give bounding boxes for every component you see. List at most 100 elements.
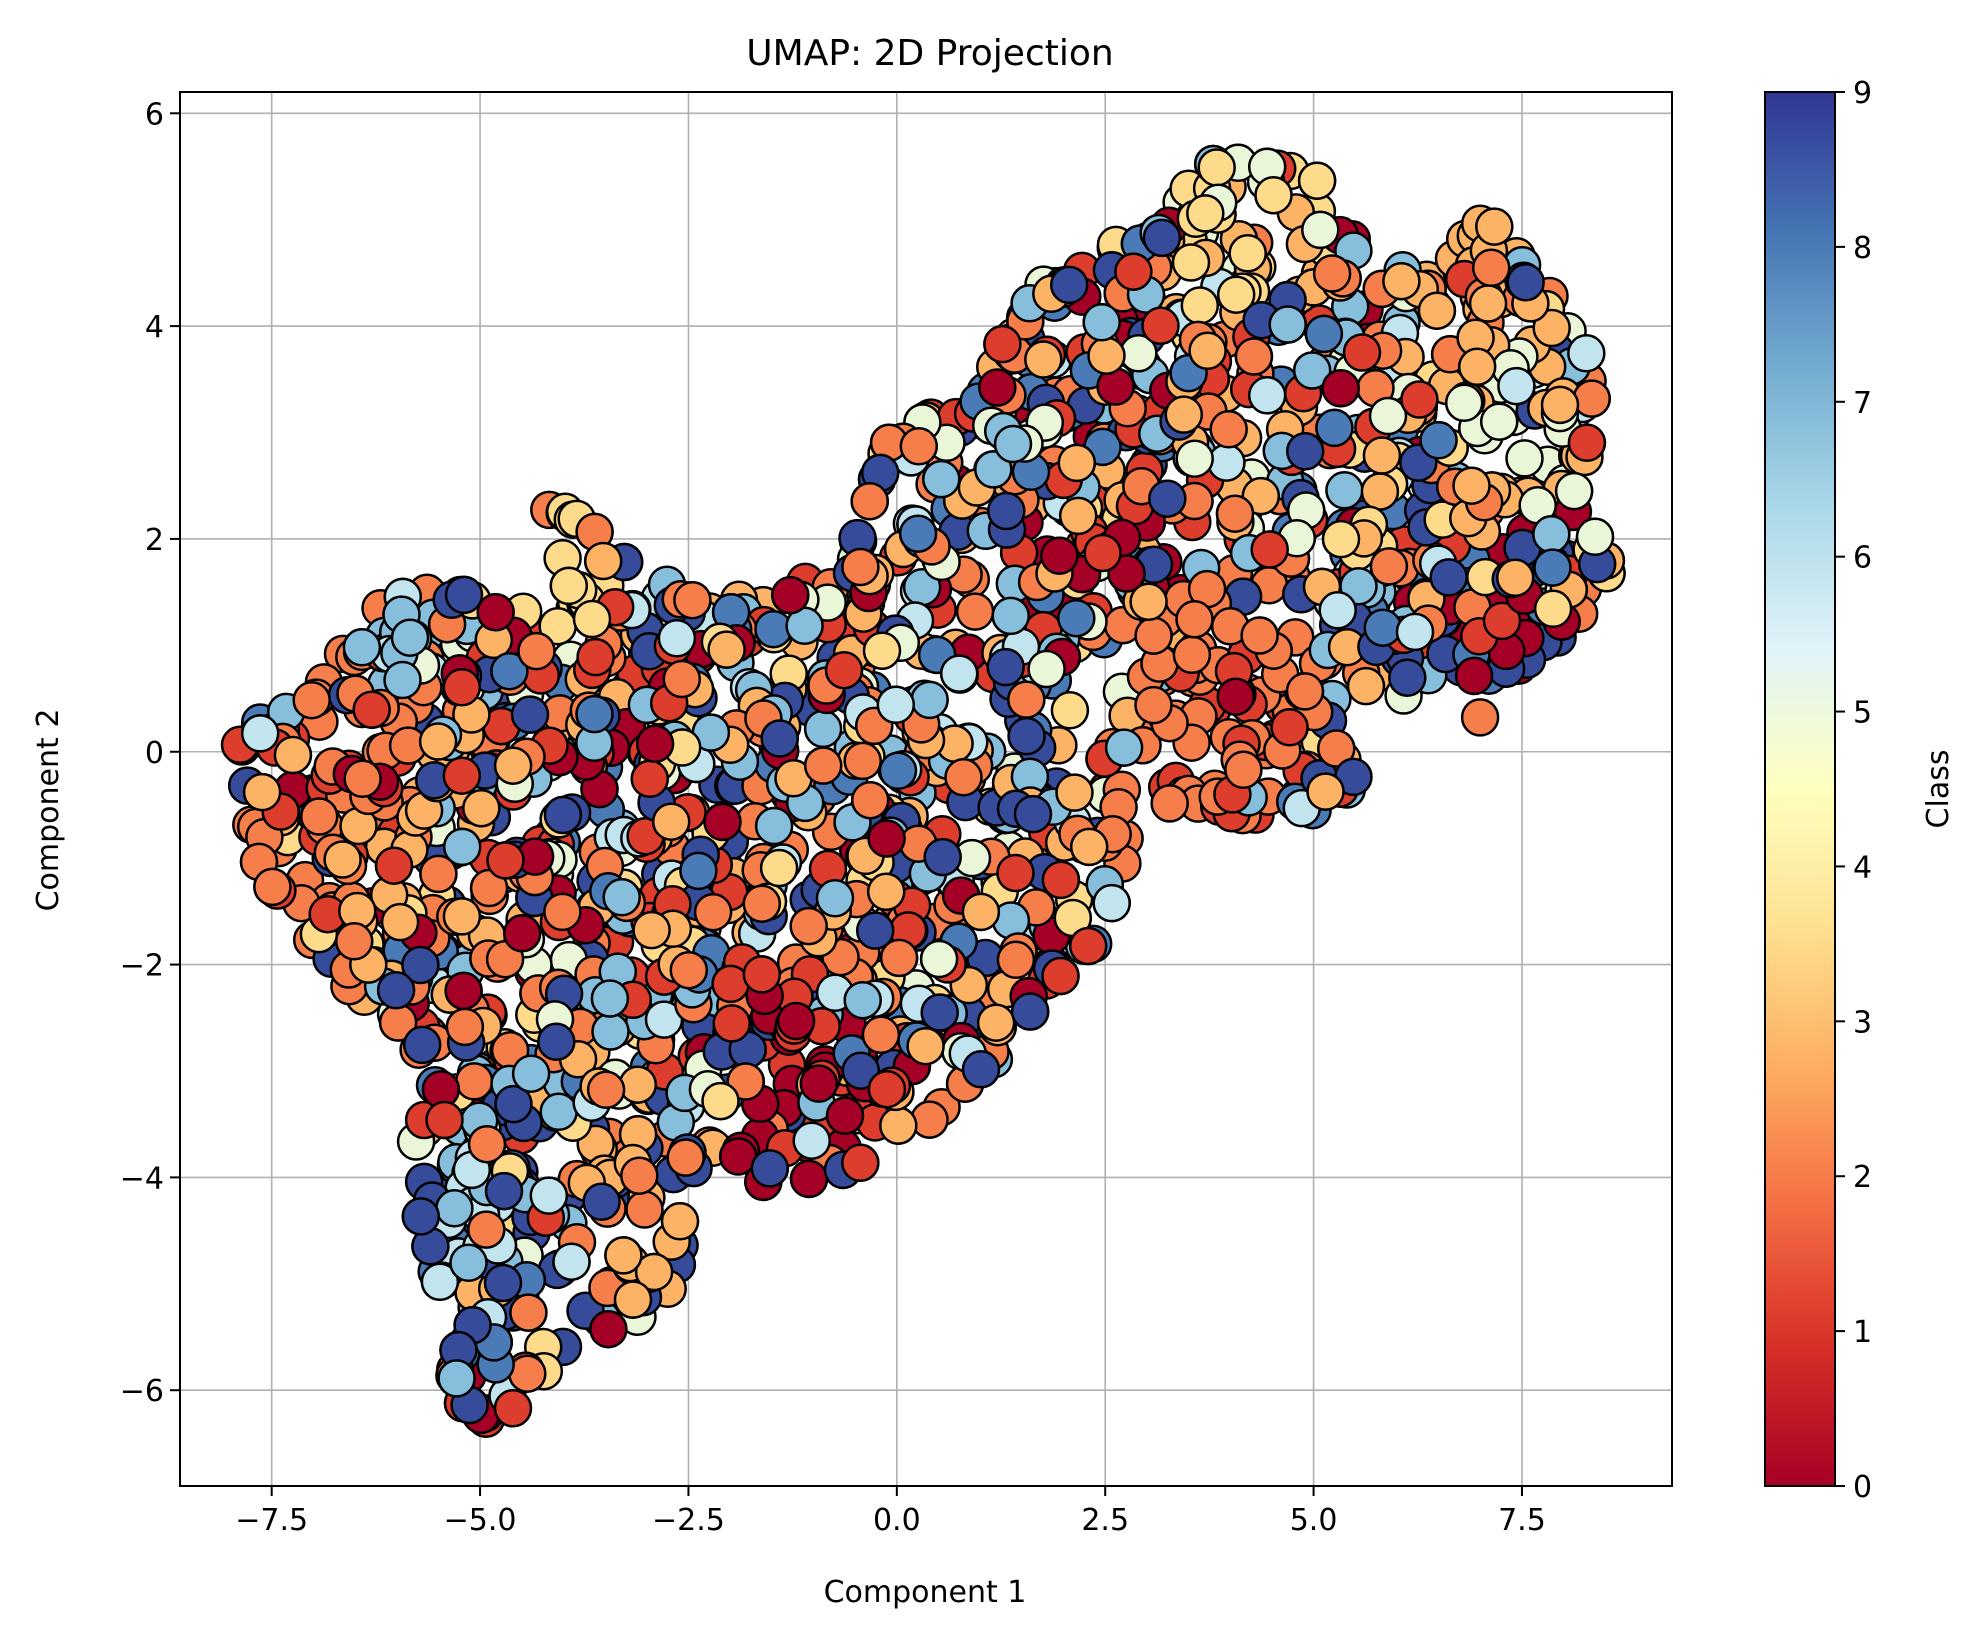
y-tick-label: 4 [145, 310, 164, 345]
x-tick-label: 7.5 [1498, 1503, 1546, 1538]
scatter-point [510, 695, 550, 734]
scatter-point [1209, 410, 1248, 449]
scatter-point [1083, 533, 1122, 573]
scatter-point [1301, 210, 1340, 250]
x-axis-ticks: −7.5 −5.0 −2.5 0.0 2.5 5.0 7.5 [235, 1486, 1546, 1538]
scatter-point [919, 939, 959, 979]
scatter-point [1505, 439, 1544, 478]
scatter-point [529, 1176, 569, 1215]
scatter-point [419, 854, 458, 894]
scatter-point [703, 802, 742, 842]
scatter-point [803, 746, 843, 785]
scatter-point [983, 324, 1022, 364]
scatter-point [660, 1202, 700, 1241]
colorbar-tick-label: 9 [1853, 76, 1872, 111]
scatter-point [850, 780, 890, 820]
colorbar-label: Class [1921, 750, 1956, 829]
scatter-point [1532, 308, 1571, 348]
scatter-point [878, 751, 918, 791]
scatter-point [591, 1012, 630, 1051]
scatter-point [789, 1159, 829, 1199]
scatter-point [1567, 423, 1607, 463]
scatter-point [625, 1190, 664, 1229]
scatter-point [1207, 443, 1246, 482]
scatter-point [632, 910, 671, 950]
scatter-point [986, 647, 1025, 687]
scatter-point [803, 709, 843, 749]
scatter-point [1215, 494, 1255, 533]
scatter-point [418, 722, 458, 761]
scatter-point [462, 788, 501, 828]
scatter-point [879, 1106, 918, 1145]
scatter-point [539, 1092, 578, 1132]
scatter-point [1533, 589, 1573, 629]
scatter-point [792, 1121, 831, 1160]
scatter-point [679, 851, 718, 891]
scatter-point [841, 547, 880, 587]
scatter-point [841, 1143, 880, 1183]
scatter-point [1533, 548, 1572, 587]
scatter-points [220, 143, 1626, 1439]
scatter-point [651, 802, 691, 841]
scatter-point [1468, 284, 1508, 323]
y-axis-label: Component 2 [31, 709, 66, 912]
scatter-point [1050, 691, 1090, 730]
scatter-point [1306, 772, 1345, 811]
scatter-point [760, 719, 799, 758]
scatter-point [1321, 519, 1361, 559]
scatter-point [955, 592, 995, 631]
scatter-point [1444, 383, 1484, 423]
scatter-point [1058, 496, 1098, 536]
scatter-point [552, 1242, 591, 1281]
colorbar-tick-label: 7 [1853, 386, 1872, 421]
scatter-point [742, 884, 782, 923]
y-tick-label: 0 [145, 736, 164, 771]
scatter-point [726, 1062, 765, 1101]
scatter-point [1049, 265, 1089, 305]
scatter-point [1400, 380, 1439, 419]
scatter-point [576, 637, 615, 677]
scatter-point [1479, 402, 1519, 441]
x-tick-label: 0.0 [873, 1503, 921, 1538]
scatter-point [380, 902, 420, 942]
scatter-point [1497, 366, 1536, 406]
scatter-point [1454, 656, 1494, 696]
scatter-point [1234, 337, 1274, 376]
scatter-point [1148, 479, 1187, 518]
scatter-point [1369, 547, 1409, 586]
scatter-point [1532, 515, 1571, 554]
scatter-point [292, 680, 331, 720]
scatter-point [1419, 421, 1458, 460]
scatter-point [476, 593, 515, 632]
scatter-point [662, 659, 702, 699]
scatter-point [586, 1070, 626, 1110]
scatter-point [920, 993, 959, 1032]
scatter-point [1292, 351, 1332, 390]
scatter-point [939, 654, 979, 693]
scatter-point [789, 906, 828, 946]
scatter-point [1325, 471, 1364, 510]
scatter-point [486, 841, 525, 880]
scatter-point [1362, 436, 1402, 475]
scatter-point [843, 741, 882, 781]
x-tick-label: 5.0 [1290, 1503, 1338, 1538]
scatter-point [1188, 331, 1227, 371]
y-tick-label: −6 [120, 1374, 164, 1409]
colorbar-ticks: 0 1 2 3 4 5 6 7 8 9 [1835, 76, 1872, 1505]
scatter-point [799, 1064, 839, 1103]
scatter-point [1175, 600, 1214, 639]
scatter-point [910, 680, 949, 720]
scatter-point [1247, 376, 1287, 415]
scatter-point [1068, 926, 1108, 966]
scatter-point [1129, 582, 1168, 622]
scatter-point [242, 772, 282, 812]
scatter-point [444, 971, 483, 1011]
scatter-point [898, 514, 938, 553]
scatter-point [390, 618, 430, 657]
scatter-point [1057, 598, 1096, 638]
x-tick-label: −5.0 [444, 1503, 517, 1538]
scatter-point [1082, 303, 1121, 342]
scatter-point [862, 631, 902, 670]
x-axis-label: Component 1 [824, 1575, 1027, 1610]
scatter-point [1254, 175, 1293, 215]
